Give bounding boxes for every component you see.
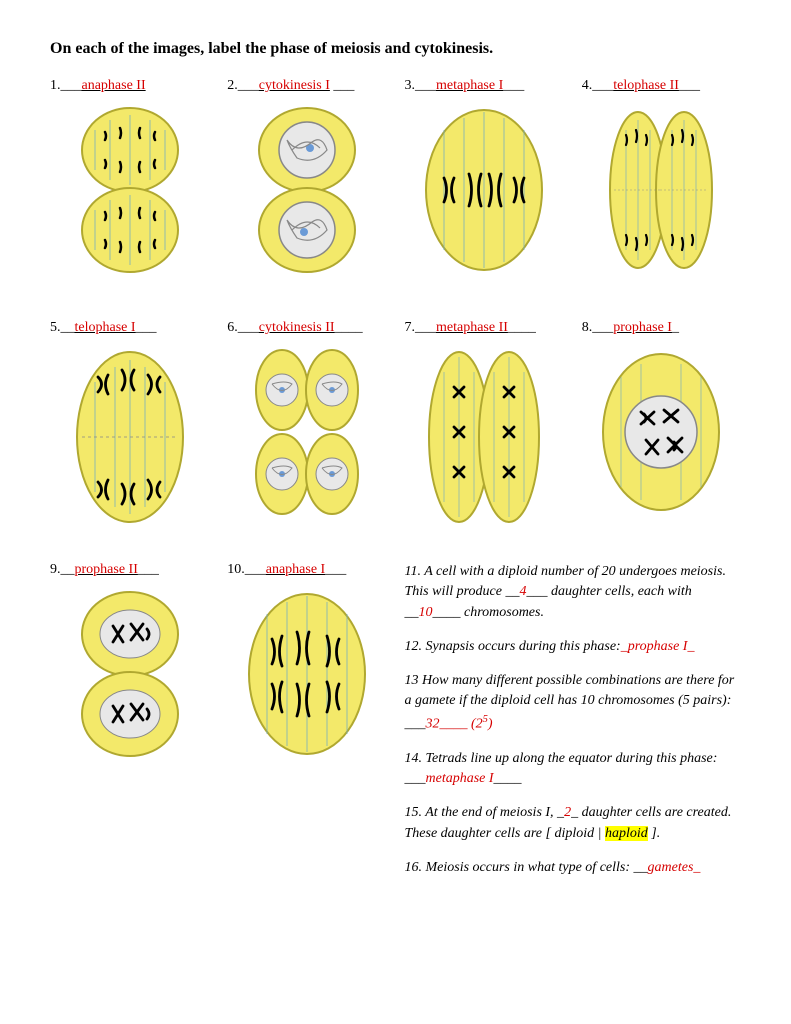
q13-t3: ) [488, 716, 493, 731]
q16-a1: gametes [648, 860, 694, 875]
cell-image-6 [227, 342, 386, 532]
q15-t1: 15. At the end of meiosis I, _ [405, 805, 565, 820]
q13-a1: 32 [426, 716, 440, 731]
blank-post: ___ [325, 562, 346, 577]
blank-post: ___ [330, 78, 355, 93]
q15: 15. At the end of meiosis I, _2_ daughte… [405, 803, 742, 844]
answer: prophase II [75, 562, 138, 577]
cell-image-9 [50, 584, 209, 774]
num: 2. [227, 78, 238, 93]
item-4: 4.___telophase II___ [582, 78, 741, 290]
item-6: 6.___cytokinesis II____ [227, 320, 386, 532]
num: 10. [227, 562, 245, 577]
num: 4. [582, 78, 593, 93]
q12: 12. Synapsis occurs during this phase:_p… [405, 637, 742, 657]
blank-post: ____ [335, 320, 363, 335]
item-9: 9.__prophase II___ [50, 562, 209, 892]
answer: telophase II [613, 78, 679, 93]
num: 7. [405, 320, 416, 335]
label-5: 5.__telophase I___ [50, 320, 209, 336]
cell-image-8 [582, 342, 741, 532]
blank-pre: ___ [61, 78, 82, 93]
answer: anaphase II [82, 78, 146, 93]
blank-post: ___ [503, 78, 524, 93]
item-10: 10.___anaphase I___ [227, 562, 386, 892]
page-title: On each of the images, label the phase o… [50, 40, 741, 58]
num: 3. [405, 78, 416, 93]
cell-image-10 [227, 584, 386, 774]
cell-image-7 [405, 342, 564, 532]
blank-pre: __ [61, 320, 75, 335]
item-7: 7.___metaphase II____ [405, 320, 564, 532]
cell-image-1 [50, 100, 209, 290]
q11-a1: 4 [520, 584, 527, 599]
label-9: 9.__prophase II___ [50, 562, 209, 578]
num: 9. [50, 562, 61, 577]
q14: 14. Tetrads line up along the equator du… [405, 749, 742, 790]
num: 5. [50, 320, 61, 335]
blank-pre: __ [61, 562, 75, 577]
item-1: 1.___anaphase II [50, 78, 209, 290]
label-6: 6.___cytokinesis II____ [227, 320, 386, 336]
answer: cytokinesis I [259, 78, 330, 93]
q13-t2: ____ (2 [440, 716, 483, 731]
cell-image-3 [405, 100, 564, 290]
cell-image-5 [50, 342, 209, 532]
q16: 16. Meiosis occurs in what type of cells… [405, 858, 742, 878]
item-8: 8.___prophase I_ [582, 320, 741, 532]
label-2: 2.___cytokinesis I ___ [227, 78, 386, 94]
blank-post: ___ [136, 320, 157, 335]
num: 6. [227, 320, 238, 335]
blank-post: ___ [679, 78, 700, 93]
q13: 13 How many different possible combinati… [405, 671, 742, 735]
worksheet-grid: 1.___anaphase II 2.___cytokine [50, 78, 741, 892]
answer: metaphase I [436, 78, 503, 93]
answer: metaphase II [436, 320, 508, 335]
label-1: 1.___anaphase II [50, 78, 209, 94]
q16-t1: 16. Meiosis occurs in what type of cells… [405, 860, 648, 875]
cell-image-4 [582, 100, 741, 290]
blank-pre: ___ [592, 78, 613, 93]
blank-post: ___ [138, 562, 159, 577]
answer: cytokinesis II [259, 320, 335, 335]
answer: prophase I [613, 320, 672, 335]
q14-t2: ____ [494, 771, 522, 786]
q14-a1: metaphase I [426, 771, 494, 786]
q11-t3: ____ chromosomes. [433, 605, 544, 620]
q16-t2: _ [693, 860, 700, 875]
questions-column: 11. A cell with a diploid number of 20 u… [405, 562, 742, 892]
blank-post: _ [672, 320, 679, 335]
num: 1. [50, 78, 61, 93]
label-10: 10.___anaphase I___ [227, 562, 386, 578]
blank-pre: ___ [238, 78, 259, 93]
label-3: 3.___metaphase I___ [405, 78, 564, 94]
item-3: 3.___metaphase I___ [405, 78, 564, 290]
blank-pre: ___ [245, 562, 266, 577]
q11: 11. A cell with a diploid number of 20 u… [405, 562, 742, 623]
label-7: 7.___metaphase II____ [405, 320, 564, 336]
answer: anaphase I [266, 562, 325, 577]
blank-pre: ___ [592, 320, 613, 335]
q15-a2: haploid [605, 826, 648, 841]
answer: telophase I [75, 320, 136, 335]
num: 8. [582, 320, 593, 335]
q15-a1: 2 [564, 805, 571, 820]
item-5: 5.__telophase I___ [50, 320, 209, 532]
blank-pre: ___ [415, 320, 436, 335]
q12-a1: _prophase I_ [621, 639, 695, 654]
item-2: 2.___cytokinesis I ___ [227, 78, 386, 290]
blank-post: ____ [508, 320, 536, 335]
q15-t3: ]. [648, 826, 660, 841]
q11-a2: 10 [419, 605, 433, 620]
cell-image-2 [227, 100, 386, 290]
q12-t1: 12. Synapsis occurs during this phase: [405, 639, 621, 654]
label-4: 4.___telophase II___ [582, 78, 741, 94]
label-8: 8.___prophase I_ [582, 320, 741, 336]
blank-pre: ___ [415, 78, 436, 93]
blank-pre: ___ [238, 320, 259, 335]
